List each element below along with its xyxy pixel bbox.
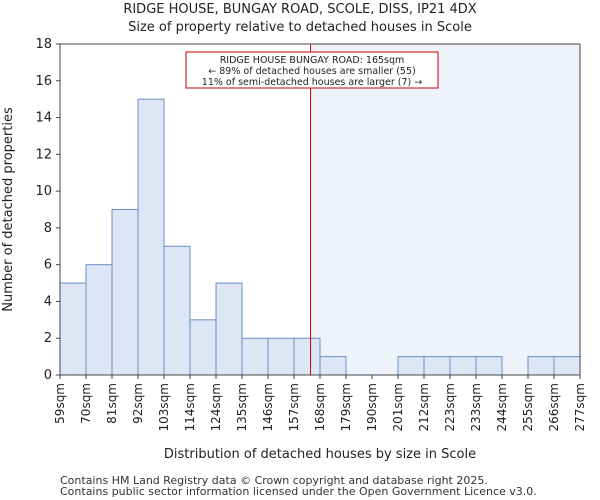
histogram-bar [163,245,191,376]
chart-subtitle: Size of property relative to detached ho… [128,20,472,35]
histogram-bar [397,356,425,376]
x-axis-label: Distribution of detached houses by size … [164,447,476,462]
histogram-bar [267,337,295,376]
histogram-bar [241,337,269,376]
x-tick-label: 277sqm [573,383,587,431]
x-tick-label: 223sqm [443,383,457,431]
y-tick-label: 14 [35,111,52,126]
annotation-line1: RIDGE HOUSE BUNGAY ROAD: 165sqm [220,55,405,66]
annotation-line2: ← 89% of detached houses are smaller (55… [208,66,415,77]
y-tick-label: 2 [44,331,52,346]
x-tick-label: 114sqm [183,383,197,431]
x-tick-label: 168sqm [313,383,327,431]
x-tick-label: 146sqm [261,383,275,431]
x-tick-label: 70sqm [79,383,93,424]
y-tick-label: 16 [35,74,52,89]
chart-title-line1: RIDGE HOUSE, BUNGAY ROAD, SCOLE, DISS, I… [123,2,477,17]
y-tick-label: 10 [35,184,52,199]
x-tick-label: 81sqm [105,383,119,424]
x-tick-label: 201sqm [391,383,405,431]
histogram-bar [111,209,139,376]
y-axis-label: Number of detached properties [1,107,16,312]
y-tick-label: 6 [44,258,52,273]
histogram-bar [319,356,347,376]
x-tick-label: 135sqm [235,383,249,431]
histogram-bar [215,282,243,376]
y-tick-label: 8 [44,221,52,236]
footer-licence: Contains public sector information licen… [60,485,537,498]
y-tick-label: 4 [44,294,52,309]
annotation-line3: 11% of semi-detached houses are larger (… [202,77,422,88]
histogram-bar [553,356,581,376]
y-tick-label: 12 [35,147,52,162]
histogram-bar [423,356,451,376]
x-tick-label: 244sqm [495,383,509,431]
x-tick-label: 124sqm [209,383,223,431]
x-tick-label: 255sqm [521,383,535,431]
histogram-bar [475,356,503,376]
x-tick-label: 92sqm [131,383,145,424]
highlight-region [310,44,580,375]
annotation-box [185,51,439,89]
footer-copyright: Contains HM Land Registry data © Crown c… [60,474,488,487]
x-tick-label: 233sqm [469,383,483,431]
y-tick-label: 18 [35,37,52,52]
x-tick-label: 59sqm [53,383,67,424]
histogram-bar [293,337,321,376]
histogram-bar [137,98,165,376]
x-tick-label: 190sqm [365,383,379,431]
histogram-bar [59,282,87,376]
x-tick-label: 179sqm [339,383,353,431]
x-tick-label: 157sqm [287,383,301,431]
histogram-bar [85,264,113,376]
histogram-bar [189,319,217,376]
histogram-bar [449,356,477,376]
y-tick-label: 0 [44,368,52,383]
histogram-bar [527,356,555,376]
x-tick-label: 212sqm [417,383,431,431]
x-tick-label: 266sqm [547,383,561,431]
x-tick-label: 103sqm [157,383,171,431]
